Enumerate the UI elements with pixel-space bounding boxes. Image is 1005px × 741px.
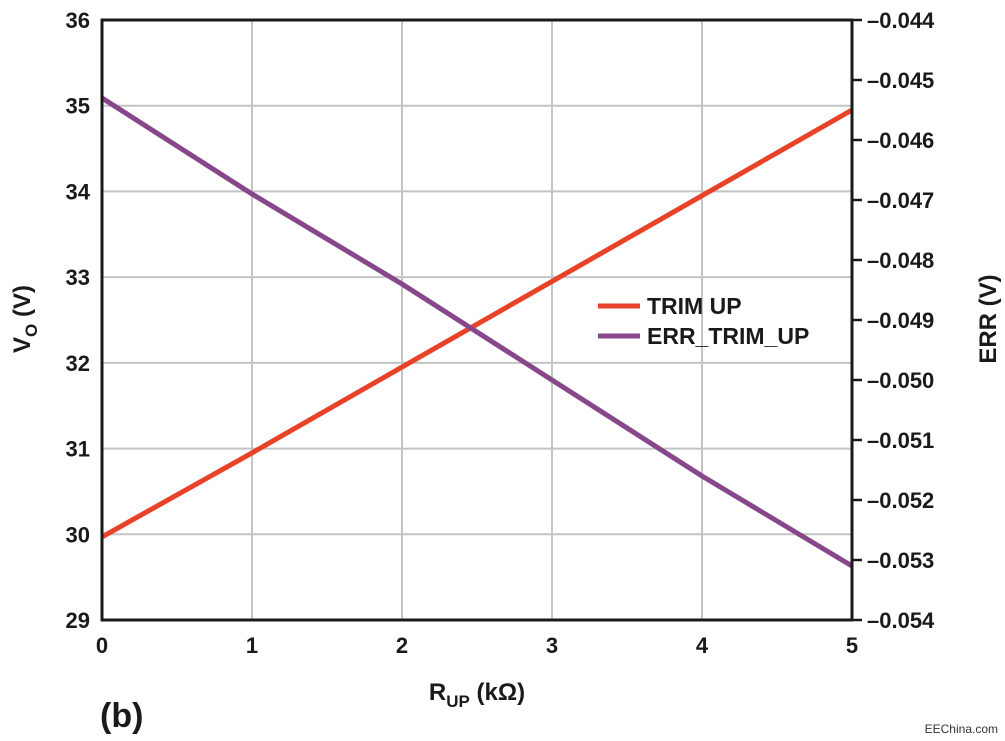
y-left-tick-label: 29	[66, 608, 90, 633]
y-right-tick-label: –0.053	[867, 548, 934, 573]
x-tick-label: 5	[846, 633, 858, 658]
x-tick-label: 4	[696, 633, 709, 658]
y-axis-left-title: VO (V)	[9, 285, 41, 353]
y-right-tick-label: –0.047	[867, 188, 934, 213]
x-axis-title-unit: (kΩ)	[470, 679, 525, 706]
legend-label-err-trim-up: ERR_TRIM_UP	[647, 323, 809, 349]
x-axis-title-main: R	[429, 679, 446, 706]
x-tick-label: 3	[546, 633, 558, 658]
legend: TRIM UP ERR_TRIM_UP	[598, 293, 809, 349]
x-axis-title: RUP (kΩ)	[429, 679, 525, 711]
y-left-tick-label: 34	[66, 179, 91, 204]
y-axis-left-title-main: V	[9, 337, 36, 353]
legend-label-trim-up: TRIM UP	[647, 293, 742, 319]
y-left-tick-label: 35	[66, 94, 90, 119]
y-left-tick-label: 32	[66, 351, 90, 376]
y-left-tick-label: 36	[66, 8, 90, 33]
y-right-tick-label: –0.049	[867, 308, 934, 333]
panel-label: (b)	[100, 697, 143, 735]
x-tick-label: 2	[396, 633, 408, 658]
x-tick-label: 1	[246, 633, 258, 658]
left-axis-ticks: 29 30 31 32 33 34 35 36	[66, 8, 91, 633]
y-axis-left-title-unit: (V)	[9, 285, 36, 324]
y-right-tick-label: –0.054	[867, 608, 935, 633]
plot-frame	[100, 18, 854, 622]
y-left-tick-label: 31	[66, 437, 90, 462]
y-right-tick-label: –0.045	[867, 68, 934, 93]
y-axis-right-title: ERR (V)	[975, 274, 1002, 363]
x-axis-title-sub: UP	[446, 692, 470, 711]
y-left-tick-label: 33	[66, 265, 90, 290]
series-line-trim-up	[100, 107, 854, 540]
y-right-tick-label: –0.048	[867, 248, 934, 273]
y-left-tick-label: 30	[66, 522, 90, 547]
right-axis-ticks: –0.054 –0.053 –0.052 –0.051 –0.050 –0.049 –0.0…	[852, 8, 935, 633]
x-axis-ticks: 0 1 2 3 4 5	[96, 633, 858, 658]
y-right-tick-label: –0.044	[867, 8, 935, 33]
y-right-tick-label: –0.050	[867, 368, 934, 393]
y-right-tick-label: –0.051	[867, 428, 934, 453]
grid	[101, 19, 853, 621]
x-tick-label: 0	[96, 633, 108, 658]
series-line-err-trim-up	[100, 95, 854, 569]
series-lines	[100, 95, 854, 569]
y-right-tick-label: –0.052	[867, 488, 934, 513]
y-right-tick-label: –0.046	[867, 128, 934, 153]
y-axis-left-title-sub: O	[22, 324, 41, 337]
watermark: EEChina.com	[925, 722, 998, 736]
